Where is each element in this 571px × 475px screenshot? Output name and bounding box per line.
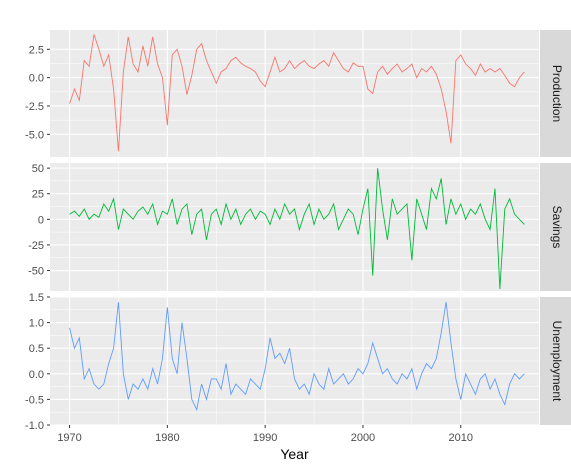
y-tick-label: 0.0 xyxy=(29,369,44,381)
panel-production: 2.5 0.0 -2.5 -5.0 Production xyxy=(25,30,571,157)
x-tick-label: 1980 xyxy=(155,432,179,444)
x-tick-label: 2000 xyxy=(351,432,375,444)
y-tick-label: 0 xyxy=(38,214,44,226)
facet-strip-label: Production xyxy=(550,65,564,122)
y-tick-label: 25 xyxy=(32,189,44,201)
facet-strip-label: Savings xyxy=(550,206,564,249)
y-tick-label: -0.5 xyxy=(25,394,44,406)
y-tick-label: 0.5 xyxy=(29,343,44,355)
facet-strip xyxy=(540,30,571,157)
panel-savings: 50 25 0 -25 -50 Savings xyxy=(28,163,571,291)
panel-unemployment: 1.5 1.0 0.5 0.0 -0.5 -1.0 Unemployment xyxy=(25,292,571,432)
panel-background xyxy=(50,30,539,157)
y-tick-label: 2.5 xyxy=(29,44,44,56)
series-line-savings xyxy=(69,168,525,289)
x-tick-label: 1990 xyxy=(253,432,277,444)
series-line-production xyxy=(69,34,525,152)
panel-background xyxy=(50,163,539,291)
series-line-unemployment xyxy=(69,302,525,412)
y-tick-label: -1.0 xyxy=(25,420,44,432)
y-tick-label: -25 xyxy=(28,240,44,252)
facet-strip xyxy=(540,163,571,291)
facet-strip xyxy=(540,297,571,425)
x-axis-title: Year xyxy=(280,446,309,462)
facet-strip-label: Unemployment xyxy=(550,321,564,402)
y-tick-label: -2.5 xyxy=(25,101,44,113)
y-tick-label: -50 xyxy=(28,266,44,278)
y-tick-label: 50 xyxy=(32,163,44,175)
y-tick-label: 1.5 xyxy=(29,292,44,304)
y-tick-label: 1.0 xyxy=(29,318,44,330)
y-tick-label: -5.0 xyxy=(25,129,44,141)
x-tick-label: 1970 xyxy=(57,432,81,444)
x-tick-label: 2010 xyxy=(449,432,473,444)
y-tick-label: 0.0 xyxy=(29,73,44,85)
